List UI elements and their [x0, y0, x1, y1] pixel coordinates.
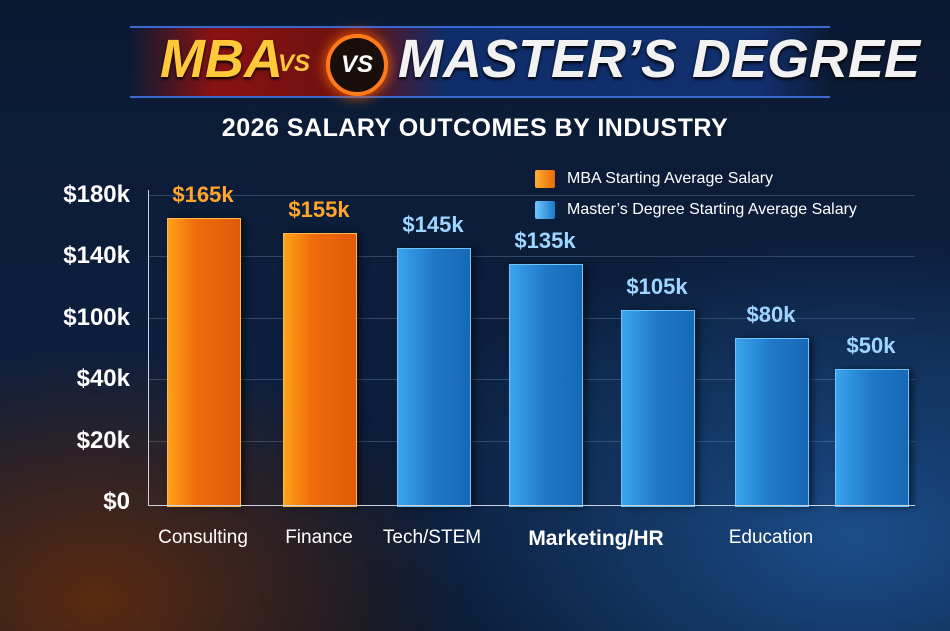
data-label: $105k: [626, 273, 688, 299]
y-tick-label: $40k: [76, 365, 130, 392]
legend-label: MBA Starting Average Salary: [567, 170, 774, 187]
data-label: $50k: [846, 332, 896, 358]
y-tick-label: $140k: [63, 242, 130, 269]
title-vs-small: VS: [278, 50, 311, 77]
x-category-label: Marketing/HR: [528, 527, 664, 550]
chart-subtitle: 2026 SALARY OUTCOMES BY INDUSTRY: [221, 114, 729, 142]
legend-swatch-masters: [535, 201, 555, 219]
bar-masters: [735, 338, 809, 507]
vs-badge-text: VS: [340, 51, 373, 78]
x-category-label: Education: [728, 527, 814, 548]
legend-item-masters: Master’s Degree Starting Average Salary: [535, 201, 857, 219]
title-mba: MBA: [160, 29, 283, 89]
data-label: $145k: [402, 212, 464, 238]
x-axis: [148, 505, 915, 506]
bar-mba: [283, 232, 357, 507]
legend-item-mba: MBA Starting Average Salary: [535, 170, 773, 188]
y-tick-label: $0: [103, 488, 130, 515]
legend-label: Master’s Degree Starting Average Salary: [567, 201, 857, 218]
title-banner: [130, 26, 830, 98]
vs-badge: VS: [326, 34, 388, 96]
bar-masters: [835, 368, 909, 507]
gridline: [148, 194, 915, 196]
legend-swatch-mba: [535, 170, 555, 188]
data-label: $135k: [514, 227, 576, 253]
data-label: $165k: [172, 181, 234, 207]
gridline: [148, 256, 915, 257]
x-category-label: Consulting: [158, 527, 248, 548]
x-category-label: Tech/STEM: [382, 527, 482, 548]
title-masters: MASTER’S DEGREE: [398, 29, 921, 89]
bar-masters: [621, 309, 695, 507]
y-tick-label: $180k: [63, 180, 130, 208]
data-label: $80k: [746, 302, 796, 327]
bar-masters: [509, 263, 583, 507]
y-axis: [148, 190, 149, 506]
x-category-label: Finance: [285, 527, 353, 548]
y-tick-label: $100k: [63, 303, 130, 331]
bar-mba: [167, 217, 241, 507]
data-label: $155k: [288, 196, 350, 222]
bar-masters: [397, 248, 471, 507]
y-tick-label: $20k: [76, 426, 130, 454]
